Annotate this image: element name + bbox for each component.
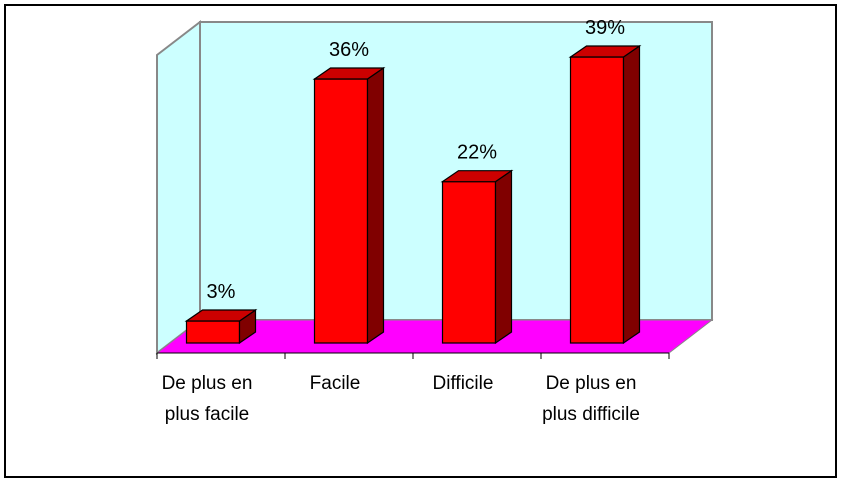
bar-front: [313, 78, 369, 344]
bar-top: [184, 309, 258, 322]
x-tick-label: Facile: [309, 373, 361, 394]
bar-side: [366, 66, 385, 345]
bar-side: [622, 44, 641, 345]
side-wall: [156, 19, 201, 356]
bar: [440, 169, 514, 345]
bar-side: [494, 169, 513, 345]
value-label: 39%: [585, 17, 625, 39]
bar-top: [312, 67, 386, 80]
bar-front: [569, 56, 625, 344]
bar-front: [441, 181, 497, 344]
x-tick-label: De plus en plus facile: [161, 373, 253, 425]
value-label: 3%: [207, 281, 236, 303]
value-label: 22%: [457, 142, 497, 164]
value-label: 36%: [329, 39, 369, 61]
x-tick-label: Difficile: [432, 373, 494, 394]
bar: [184, 308, 258, 345]
bar-top: [440, 170, 514, 183]
bar-top: [568, 45, 642, 58]
bar: [568, 44, 642, 345]
bar-front: [185, 320, 241, 344]
bar: [312, 66, 386, 345]
x-tick-label: De plus en plus difficile: [542, 373, 640, 425]
